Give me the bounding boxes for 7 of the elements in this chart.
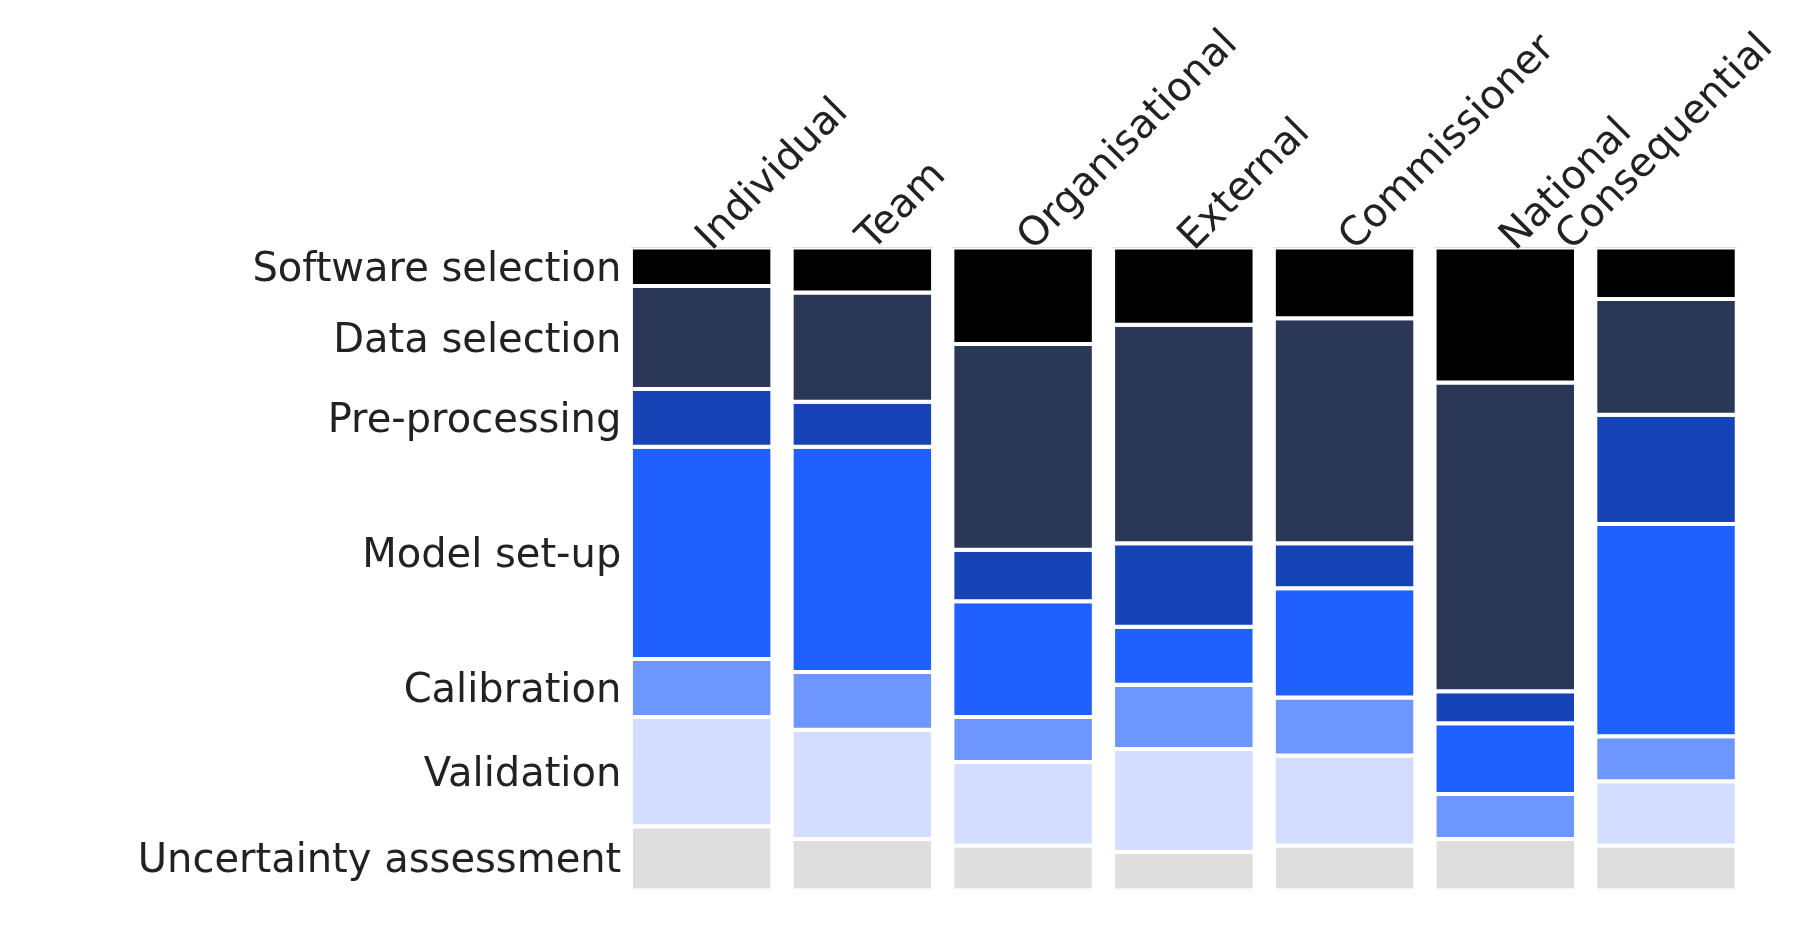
series-label: Data selection [333, 314, 622, 361]
series-label: Model set-up [362, 529, 622, 576]
series-label: Software selection [252, 243, 622, 290]
series-label: Pre-processing [327, 394, 622, 441]
series-label: Validation [423, 748, 622, 795]
series-label: Calibration [403, 664, 622, 711]
series-label: Uncertainty assessment [137, 835, 622, 882]
